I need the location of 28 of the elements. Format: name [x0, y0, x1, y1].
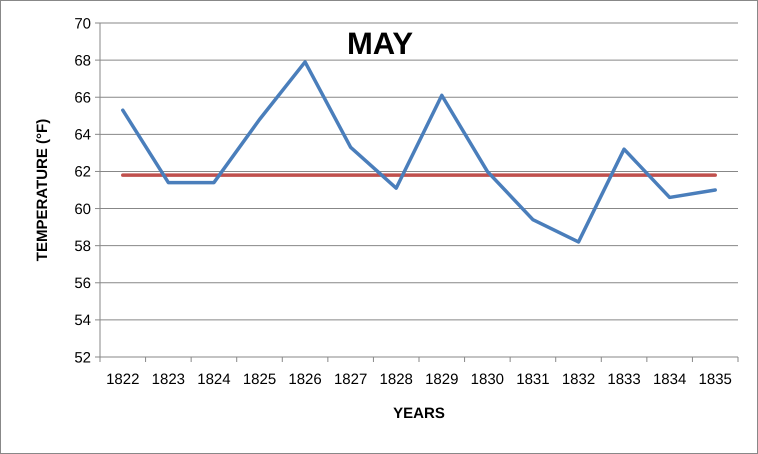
x-tick-label: 1823: [152, 371, 186, 388]
y-tick-label: 64: [74, 126, 91, 144]
y-tick-label: 58: [74, 238, 91, 255]
y-tick-label: 68: [74, 52, 91, 70]
y-tick-label: 62: [74, 164, 91, 181]
y-tick-label: 54: [74, 312, 91, 330]
x-tick-label: 1825: [242, 371, 276, 388]
y-tick-label: 60: [74, 200, 91, 218]
x-axis-title: YEARS: [393, 405, 445, 422]
x-tick-label: 1826: [288, 371, 322, 388]
x-tick-label: 1829: [425, 371, 458, 388]
x-tick-label: 1831: [516, 371, 550, 388]
y-axis-title: TEMPERATURE (°F): [34, 118, 51, 262]
y-tick-label: 56: [74, 275, 91, 292]
line-series: [121, 60, 717, 244]
x-tick-label: 1828: [380, 371, 413, 388]
y-tick-label: 70: [74, 15, 91, 32]
x-tick-label: 1822: [106, 371, 140, 388]
x-tick-label: 1827: [334, 371, 368, 388]
x-tick-label: 1834: [652, 371, 686, 388]
x-tick-label: 1830: [470, 371, 504, 388]
y-tick-label: 66: [74, 89, 91, 106]
x-tick-label: 1824: [197, 371, 231, 388]
chart-title: MAY: [346, 26, 414, 61]
x-tick-label: 1832: [562, 371, 596, 388]
x-tick-label: 1835: [698, 371, 732, 388]
y-tick-label: 52: [74, 349, 91, 366]
x-tick-label: 1833: [607, 371, 641, 388]
